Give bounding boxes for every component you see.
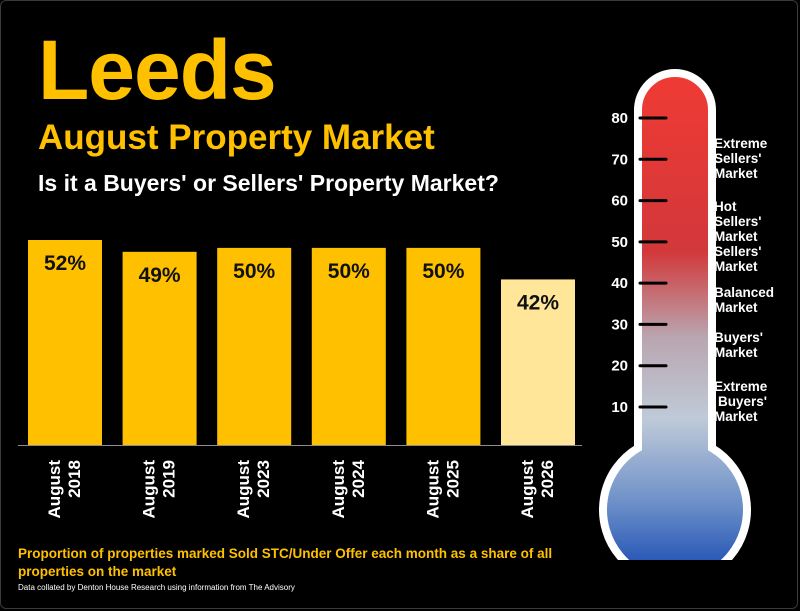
chart-footnote: Proportion of properties marked Sold STC… xyxy=(18,546,553,579)
svg-text:2019: 2019 xyxy=(160,460,179,498)
zone-label-4: Balanced Market xyxy=(714,285,774,315)
category-label-6: August 2026 xyxy=(518,460,557,519)
bar-4 xyxy=(311,247,386,445)
zone-label-5: Buyers' Market xyxy=(714,330,763,360)
tick-label-40: 40 xyxy=(611,275,628,292)
category-label-3: August 2023 xyxy=(234,460,273,519)
page-question: Is it a Buyers' or Sellers' Property Mar… xyxy=(38,170,499,196)
category-label-1: August 2018 xyxy=(45,460,84,519)
bar-3 xyxy=(217,247,292,445)
svg-text:August: August xyxy=(234,460,253,519)
svg-text:August: August xyxy=(518,460,537,519)
data-label-5: 50% xyxy=(422,260,464,283)
data-source: Data collated by Denton House Research u… xyxy=(18,583,295,592)
page-subtitle: August Property Market xyxy=(38,118,435,157)
category-label-4: August 2024 xyxy=(329,459,368,518)
bar-1 xyxy=(28,240,102,445)
data-label-4: 50% xyxy=(328,260,370,283)
svg-text:2023: 2023 xyxy=(254,460,273,498)
bar-6 xyxy=(501,279,575,445)
bar-5 xyxy=(406,247,481,445)
data-label-6: 42% xyxy=(517,291,559,314)
svg-text:2018: 2018 xyxy=(65,460,84,498)
svg-text:August: August xyxy=(45,460,64,519)
tick-label-70: 70 xyxy=(611,151,628,168)
tick-label-50: 50 xyxy=(611,234,628,251)
zone-label-3: Sellers' Market xyxy=(714,244,762,274)
tick-label-10: 10 xyxy=(611,399,628,416)
svg-text:August: August xyxy=(329,460,348,519)
tick-label-30: 30 xyxy=(611,316,628,333)
svg-text:2026: 2026 xyxy=(538,460,557,498)
zone-label-6: Extreme Buyers' Market xyxy=(714,379,768,424)
svg-text:2025: 2025 xyxy=(443,460,462,498)
bar-2 xyxy=(122,251,197,445)
svg-text:August: August xyxy=(140,460,159,519)
tick-label-60: 60 xyxy=(611,193,628,210)
page-title: Leeds xyxy=(38,23,277,117)
category-label-5: August 2025 xyxy=(423,460,462,519)
thermometer-body xyxy=(599,69,751,560)
category-label-2: August 2019 xyxy=(140,460,179,519)
svg-text:2024: 2024 xyxy=(349,459,368,497)
svg-text:August: August xyxy=(423,460,442,519)
data-label-1: 52% xyxy=(44,252,86,275)
tick-label-20: 20 xyxy=(611,358,628,375)
market-thermometer: 10 20 30 40 50 60 70 80 Extreme Sellers' Market Hot… xyxy=(599,69,774,560)
tick-label-80: 80 xyxy=(611,110,628,127)
data-label-2: 49% xyxy=(139,264,181,287)
zone-label-1: Extreme Sellers' Market xyxy=(714,136,768,181)
zone-label-2: Hot Sellers' Market xyxy=(714,199,762,244)
data-label-3: 50% xyxy=(233,260,275,283)
